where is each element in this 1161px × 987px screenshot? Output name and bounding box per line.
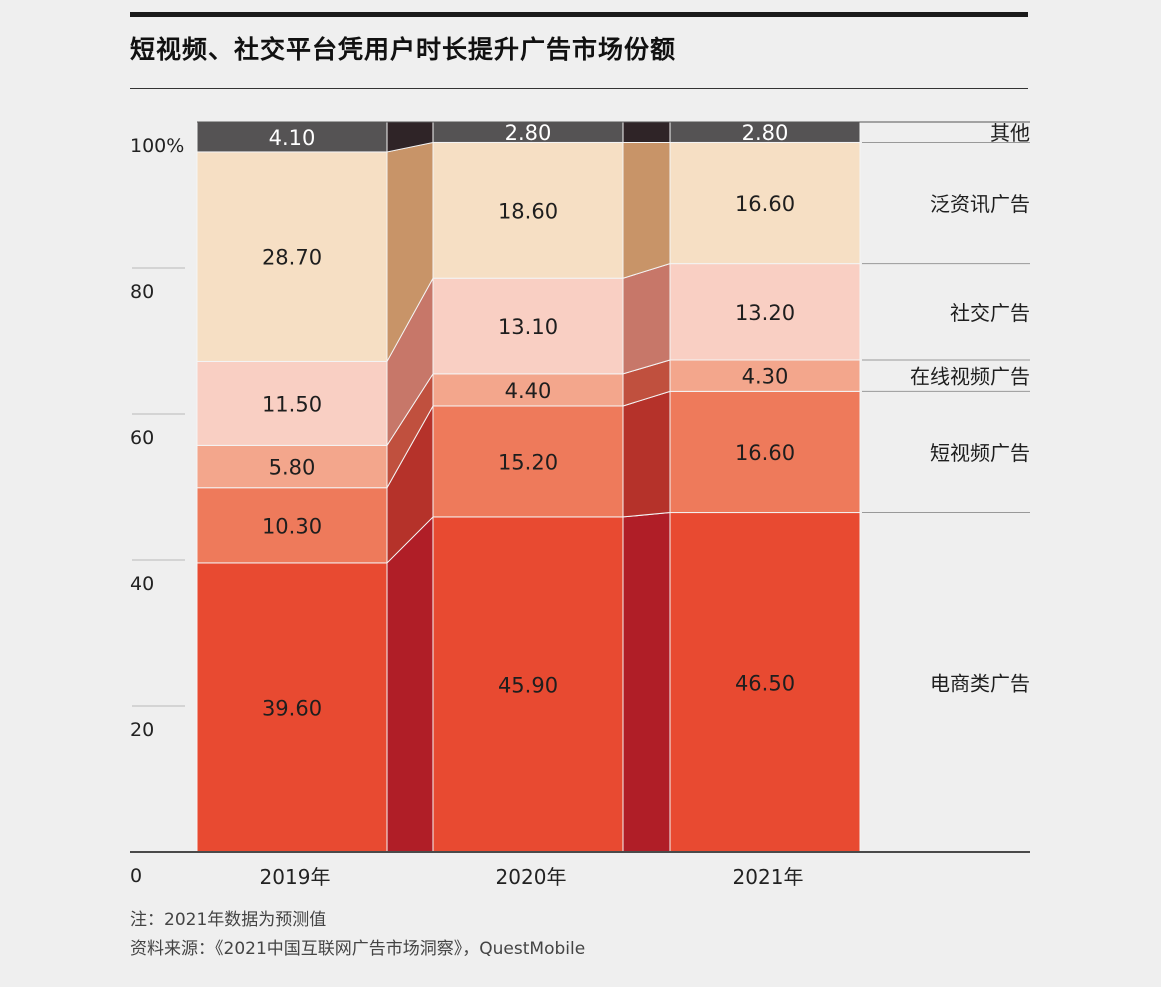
y-tick-label: 60: [130, 427, 154, 449]
page-title: 短视频、社交平台凭用户时长提升广告市场份额: [130, 35, 677, 64]
connector-band: [622, 262, 671, 375]
connector-band: [622, 141, 671, 279]
value-label: 46.50: [735, 671, 795, 695]
bar-segment: [432, 405, 624, 518]
value-label: 45.90: [498, 673, 558, 697]
value-label: 5.80: [269, 456, 316, 480]
bar-segment: [432, 516, 624, 853]
connector-band: [386, 515, 434, 853]
bar-segment: [432, 141, 624, 279]
value-label: 4.10: [269, 126, 316, 150]
bar-segment: [196, 444, 388, 489]
bar-segment: [196, 121, 388, 153]
y-tick-label: 100%: [130, 135, 184, 157]
x-tick-label: 2019年: [260, 865, 331, 889]
legend-label: 社交广告: [950, 301, 1030, 325]
y-tick-label: 0: [130, 865, 142, 887]
bar-segment: [669, 359, 861, 392]
bar-segment: [669, 263, 861, 361]
legend-label: 其他: [990, 121, 1030, 145]
connector-band: [622, 512, 671, 853]
x-tick-label: 2021年: [733, 865, 804, 889]
bar-segment: [196, 562, 388, 853]
value-label: 15.20: [498, 450, 558, 474]
y-tick-label: 20: [130, 719, 154, 741]
bar-segment: [196, 487, 388, 564]
bar-segment: [196, 360, 388, 446]
y-tick-label: 80: [130, 281, 154, 303]
footnote: 注：2021年数据为预测值: [130, 910, 327, 930]
legend-label: 电商类广告: [930, 671, 1030, 695]
title-rule: [130, 88, 1028, 89]
bar-segment: [432, 277, 624, 375]
value-label: 13.10: [498, 315, 558, 339]
value-label: 18.60: [498, 199, 558, 223]
value-label: 28.70: [262, 246, 322, 270]
y-tick-label: 40: [130, 573, 154, 595]
bar-segment: [196, 151, 388, 362]
value-label: 39.60: [262, 696, 322, 720]
bar-segment: [669, 512, 861, 853]
connector-band: [622, 390, 671, 518]
x-tick-label: 2020年: [496, 865, 567, 889]
value-label: 13.20: [735, 301, 795, 325]
legend-label: 在线视频广告: [910, 365, 1030, 389]
connector-band: [622, 121, 671, 143]
value-label: 16.60: [735, 192, 795, 216]
value-label: 11.50: [262, 392, 322, 416]
legend-label: 短视频广告: [930, 441, 1030, 465]
value-label: 2.80: [505, 121, 552, 145]
value-label: 16.60: [735, 441, 795, 465]
bar-segment: [669, 141, 861, 265]
value-label: 10.30: [262, 514, 322, 538]
bar-segment: [669, 390, 861, 514]
source-note: 资料来源：《2021中国互联网广告市场洞察》，QuestMobile: [130, 939, 586, 959]
value-label: 2.80: [742, 121, 789, 145]
value-label: 4.40: [505, 379, 552, 403]
legend-label: 泛资讯广告: [930, 192, 1030, 216]
top-rule: [130, 12, 1028, 17]
value-label: 4.30: [742, 365, 789, 389]
